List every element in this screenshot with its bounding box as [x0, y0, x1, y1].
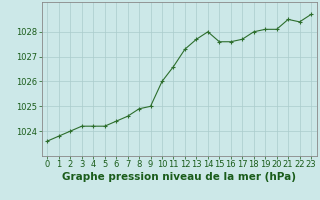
X-axis label: Graphe pression niveau de la mer (hPa): Graphe pression niveau de la mer (hPa): [62, 172, 296, 182]
